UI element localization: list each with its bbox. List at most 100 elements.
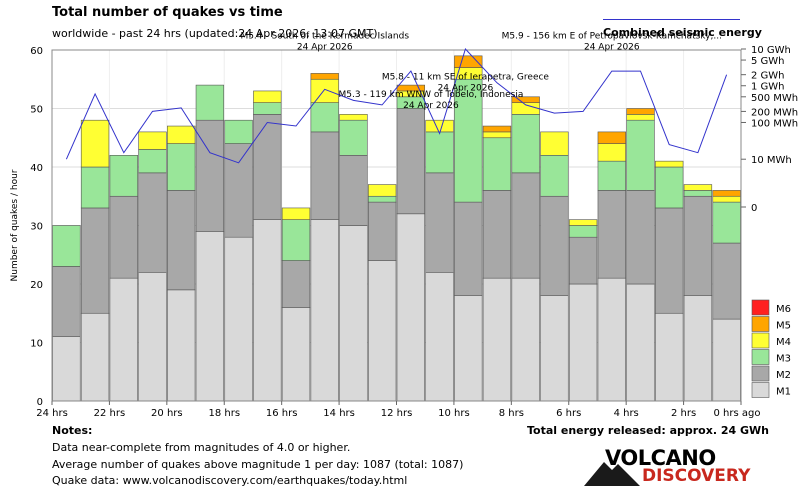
energy-tick-label: 500 MWh <box>751 93 798 104</box>
bar-segment-m1 <box>568 283 598 402</box>
annotation-label: M5.3 - 119 km WNW of Tobelo, Indonesia <box>339 90 524 100</box>
y-axis-label: Number of quakes / hour <box>10 169 20 281</box>
chart-title: Total number of quakes vs time <box>52 5 283 20</box>
legend-swatch-m2 <box>751 365 770 382</box>
energy-tick-label: 2 GWh <box>751 71 785 82</box>
notes-title: Notes: <box>52 424 93 437</box>
bar-segment-m2 <box>167 190 196 291</box>
bar-segment-m1 <box>712 318 741 402</box>
x-tick-label: 0 hrs ago <box>714 408 761 419</box>
bar-segment-m2 <box>597 190 626 279</box>
energy-tick-label: 200 MWh <box>751 107 798 118</box>
energy-tick-label: 5 GWh <box>751 56 785 67</box>
bar-segment-m4 <box>712 195 741 203</box>
annotation-date: 24 Apr 2026 <box>584 42 640 52</box>
bar-segment-m3 <box>511 114 540 174</box>
bar-segment-m2 <box>367 201 397 261</box>
bar-segment-m4 <box>253 90 282 103</box>
x-tick-label: 24 hrs <box>36 408 68 419</box>
note-line: Average number of quakes above magnitude… <box>52 458 464 471</box>
logo-text-discovery: DISCOVERY <box>642 466 751 486</box>
annotation-label: M5.8 - 11 km SE of Ierapetra, Greece <box>382 72 550 82</box>
bar-segment-m3 <box>454 78 483 203</box>
legend-swatch-m1 <box>751 382 770 398</box>
bar-segment-m1 <box>167 289 196 402</box>
bar-segment-m1 <box>224 236 253 402</box>
bar-segment-m3 <box>281 219 311 261</box>
y-tick-label: 50 <box>30 105 43 116</box>
bar-segment-m4 <box>540 131 569 156</box>
y-tick-label: 10 <box>30 339 43 350</box>
bar-segment-m4 <box>597 143 626 162</box>
bar-segment-m2 <box>396 108 426 215</box>
bar-segment-m4 <box>482 131 512 139</box>
bar-segment-m2 <box>626 190 655 285</box>
bar-segment-m5 <box>454 55 483 68</box>
x-tick-label: 2 hrs <box>671 408 696 419</box>
bar-segment-m5 <box>482 125 512 133</box>
legend-swatch-m3 <box>751 349 770 365</box>
bar-segment-m3 <box>253 102 282 115</box>
bar-segment-m4 <box>568 219 598 226</box>
bar-segment-m2 <box>482 190 512 279</box>
logo-text-volcano: VOLCANO <box>605 446 716 470</box>
y-tick-label: 60 <box>30 46 43 57</box>
bar-segment-m4 <box>626 114 655 121</box>
y-tick-label: 30 <box>30 222 43 233</box>
bar-segment-m1 <box>683 295 713 402</box>
bar-segment-m3 <box>109 155 138 197</box>
x-tick-label: 20 hrs <box>151 408 183 419</box>
energy-tick-label: 1 GWh <box>751 82 785 93</box>
bar-segment-m4 <box>281 207 311 220</box>
annotation-date: 24 Apr 2026 <box>438 83 494 93</box>
bar-segment-m3 <box>482 137 512 191</box>
x-tick-label: 8 hrs <box>499 408 524 419</box>
x-tick-label: 22 hrs <box>94 408 126 419</box>
bar-segment-m4 <box>683 184 713 191</box>
legend-swatch-m5 <box>751 316 770 332</box>
note-line: Quake data: www.volcanodiscovery.com/ear… <box>52 474 408 487</box>
x-tick-label: 4 hrs <box>614 408 639 419</box>
x-tick-label: 10 hrs <box>438 408 470 419</box>
x-tick-label: 18 hrs <box>208 408 240 419</box>
bar-segment-m2 <box>511 172 540 279</box>
legend-label-m2: M2 <box>776 370 791 381</box>
bar-segment-m3 <box>655 166 684 209</box>
bar-segment-m3 <box>597 160 626 191</box>
bar-segment-m1 <box>396 213 426 402</box>
legend-label-m6: M6 <box>776 304 791 315</box>
bar-segment-m3 <box>540 155 569 197</box>
bar-segment-m5 <box>511 96 540 103</box>
bar-segment-m2 <box>712 242 741 320</box>
bar-segment-m1 <box>482 277 512 402</box>
bar-segment-m2 <box>310 131 339 220</box>
bar-segment-m5 <box>310 73 339 80</box>
bar-segment-m3 <box>224 119 253 144</box>
bar-segment-m1 <box>281 307 311 402</box>
y-tick-label: 20 <box>30 280 43 291</box>
bar-segment-m3 <box>167 143 196 191</box>
annotation-date: 24 Apr 2026 <box>403 101 459 111</box>
chart-subtitle: worldwide - past 24 hrs (updated:24 Apr … <box>52 27 378 40</box>
bar-segment-m3 <box>626 119 655 191</box>
y-tick-label: 0 <box>37 397 43 408</box>
bar-segment-m3 <box>367 195 397 203</box>
bar-segment-m3 <box>310 102 339 133</box>
bar-segment-m2 <box>339 155 368 226</box>
bar-segment-m3 <box>195 84 225 121</box>
x-tick-label: 6 hrs <box>556 408 581 419</box>
quake-chart: 0 10 20 30 40 50 60 Number of quakes / hour 24 h… <box>10 31 798 419</box>
bar-segment-m1 <box>339 225 368 402</box>
bar-segment-m2 <box>253 114 282 220</box>
bar-segment-m5 <box>712 190 741 197</box>
x-tick-label: 12 hrs <box>381 408 413 419</box>
energy-tick-label: 10 GWh <box>751 45 791 56</box>
annotation-label: M5.9 - 156 km E of Petropavlovsk-Kamchat… <box>502 31 722 41</box>
bar-segment-m2 <box>224 143 253 238</box>
bar-segment-m3 <box>712 201 741 244</box>
bar-segment-m4 <box>339 114 368 121</box>
total-energy-label: Total energy released: approx. 24 GWh <box>527 424 769 437</box>
bar-segment-m3 <box>138 149 167 174</box>
legend-label-m5: M5 <box>776 321 791 332</box>
annotation-label: M5.4 - South of the Kermadec Islands <box>240 31 409 41</box>
